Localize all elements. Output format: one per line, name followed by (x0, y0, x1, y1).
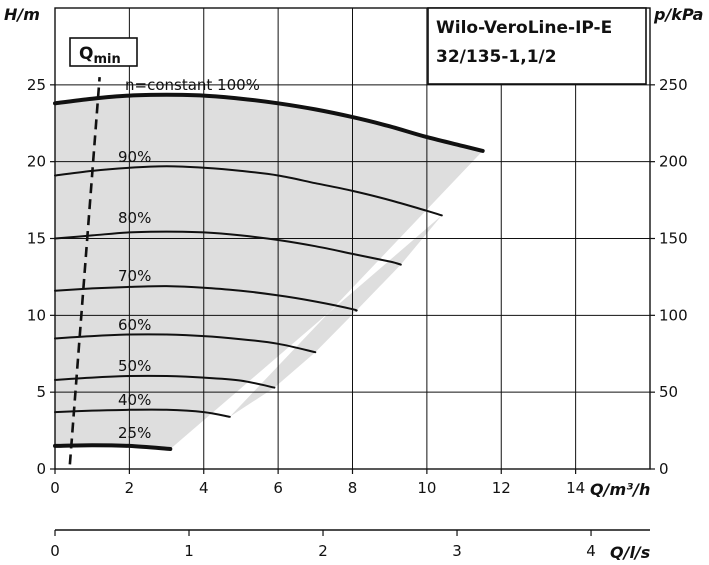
x-primary-axis-label: Q/m³/h (590, 480, 650, 499)
y-right-tick-1: 50 (659, 383, 678, 401)
curve-4 (54, 333, 317, 354)
x-secondary-tick-2: 2 (318, 542, 328, 560)
curve-label-5: 50% (118, 357, 151, 375)
title-line-1: Wilo-VeroLine-IP-E (436, 18, 612, 38)
y-left-tick-1: 5 (36, 383, 46, 401)
x-primary-tick-2: 4 (199, 479, 209, 497)
curve-label-0: n=constant 100% (125, 76, 260, 94)
curve-label-3: 70% (118, 267, 151, 285)
curve-0 (53, 92, 485, 153)
x-primary-tick-0: 0 (50, 479, 60, 497)
qmin-box (69, 37, 138, 67)
x-secondary-tick-0: 0 (50, 542, 60, 560)
y-right-axis-label: p/kPa (653, 5, 703, 24)
x-secondary-tick-3: 3 (452, 542, 462, 560)
title-line-2: 32/135-1,1/2 (436, 47, 557, 67)
curve-label-2: 80% (118, 209, 151, 227)
y-left-tick-2: 10 (27, 306, 46, 324)
operating-area (55, 94, 483, 450)
y-right-tick-5: 250 (659, 76, 688, 94)
y-left-tick-4: 20 (27, 153, 46, 171)
x-primary-tick-4: 8 (348, 479, 358, 497)
curve-labels: n=constant 100% 90% 80% 70% 60% 50% 40% 25% (118, 76, 260, 442)
qmin-line (68, 77, 101, 465)
x-secondary-tick-4: 4 (586, 542, 596, 560)
y-right-tick-4: 200 (659, 153, 688, 171)
x-primary-tick-7: 14 (566, 479, 585, 497)
y-right-tick-3: 150 (659, 230, 688, 248)
x-secondary-tick-1: 1 (184, 542, 194, 560)
x-primary-tick-5: 10 (417, 479, 436, 497)
x-primary-tick-6: 12 (492, 479, 511, 497)
y-right-tick-2: 100 (659, 306, 688, 324)
curve-1 (54, 165, 443, 217)
curve-label-1: 90% (118, 148, 151, 166)
curve-2 (54, 230, 402, 266)
y-left-tick-3: 15 (27, 230, 46, 248)
y-left-tick-5: 25 (27, 76, 46, 94)
curve-3 (54, 285, 358, 312)
curve-label-4: 60% (118, 316, 151, 334)
y-left-axis-label: H/m (4, 5, 40, 24)
curve-5 (54, 374, 276, 389)
curve-label-6: 40% (118, 391, 151, 409)
x-primary-tick-3: 6 (273, 479, 283, 497)
qmin-label: Qmin (79, 44, 121, 67)
qmin-dashed-line (68, 77, 101, 465)
curve-6 (54, 408, 231, 418)
y-left-tick-0: 0 (36, 460, 46, 478)
x-secondary-axis-label: Q/l/s (610, 543, 650, 562)
y-right-tick-0: 0 (659, 460, 669, 478)
curve-label-7: 25% (118, 424, 151, 442)
x-primary-tick-1: 2 (125, 479, 135, 497)
operating-area-shape (55, 94, 483, 450)
title-box (427, 7, 647, 85)
